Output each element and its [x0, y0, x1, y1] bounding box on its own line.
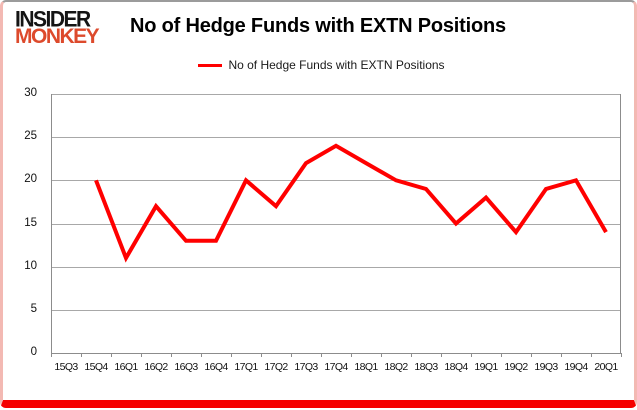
- y-axis-tick-label: 10: [24, 259, 37, 272]
- x-axis-tick-label: 18Q1: [354, 361, 378, 373]
- x-axis-tick-label: 16Q1: [114, 361, 138, 373]
- x-axis-tick-label: 15Q4: [84, 361, 108, 373]
- x-axis-tick-label: 19Q3: [534, 361, 558, 373]
- y-axis-tick-label: 5: [30, 302, 37, 315]
- x-axis-tick-label: 17Q1: [234, 361, 258, 373]
- series-line-hedge-funds: [94, 143, 608, 263]
- x-axis-tick-label: 19Q2: [504, 361, 528, 373]
- logo-text-insider: INSIDER: [15, 7, 91, 32]
- x-axis-tick-label: 16Q4: [204, 361, 228, 373]
- legend-label: No of Hedge Funds with EXTN Positions: [228, 58, 445, 72]
- x-axis-tick-label: 18Q2: [384, 361, 408, 373]
- y-axis-tick-label: 20: [24, 173, 37, 186]
- line-chart-plot: [51, 94, 622, 357]
- x-axis-tick-label: 16Q2: [144, 361, 168, 373]
- x-axis-tick-label: 17Q4: [324, 361, 348, 373]
- chart-title: No of Hedge Funds with EXTN Positions: [130, 15, 506, 37]
- x-axis-labels: 15Q3 15Q4 16Q1 16Q2 16Q3 16Q4 17Q1 17Q2 17Q3 17Q4…: [51, 361, 621, 373]
- x-axis-tick-label: 17Q3: [294, 361, 318, 373]
- x-axis-tick-label: 15Q3: [54, 361, 78, 373]
- y-axis-tick-label: 30: [24, 87, 37, 99]
- x-axis-tick-label: 16Q3: [174, 361, 198, 373]
- y-axis-tick-label: 15: [24, 216, 37, 229]
- logo-text-monkey: MONKEY: [15, 25, 100, 49]
- y-axis-tick-label: 0: [30, 346, 37, 358]
- x-axis-tick-label: 18Q3: [414, 361, 438, 373]
- insider-monkey-logo: INSIDER MONKEY: [15, 7, 100, 49]
- chart-legend: No of Hedge Funds with EXTN Positions: [3, 58, 637, 72]
- x-axis-tick-label: 19Q4: [564, 361, 588, 373]
- x-axis-tick-label: 19Q1: [474, 361, 498, 373]
- legend-line-swatch: [198, 63, 223, 67]
- x-axis-tick-label: 17Q2: [264, 361, 288, 373]
- x-axis-tick-label: 20Q1: [594, 361, 618, 373]
- x-axis-tick-label: 18Q4: [444, 361, 468, 373]
- y-axis-tick-label: 25: [24, 130, 37, 143]
